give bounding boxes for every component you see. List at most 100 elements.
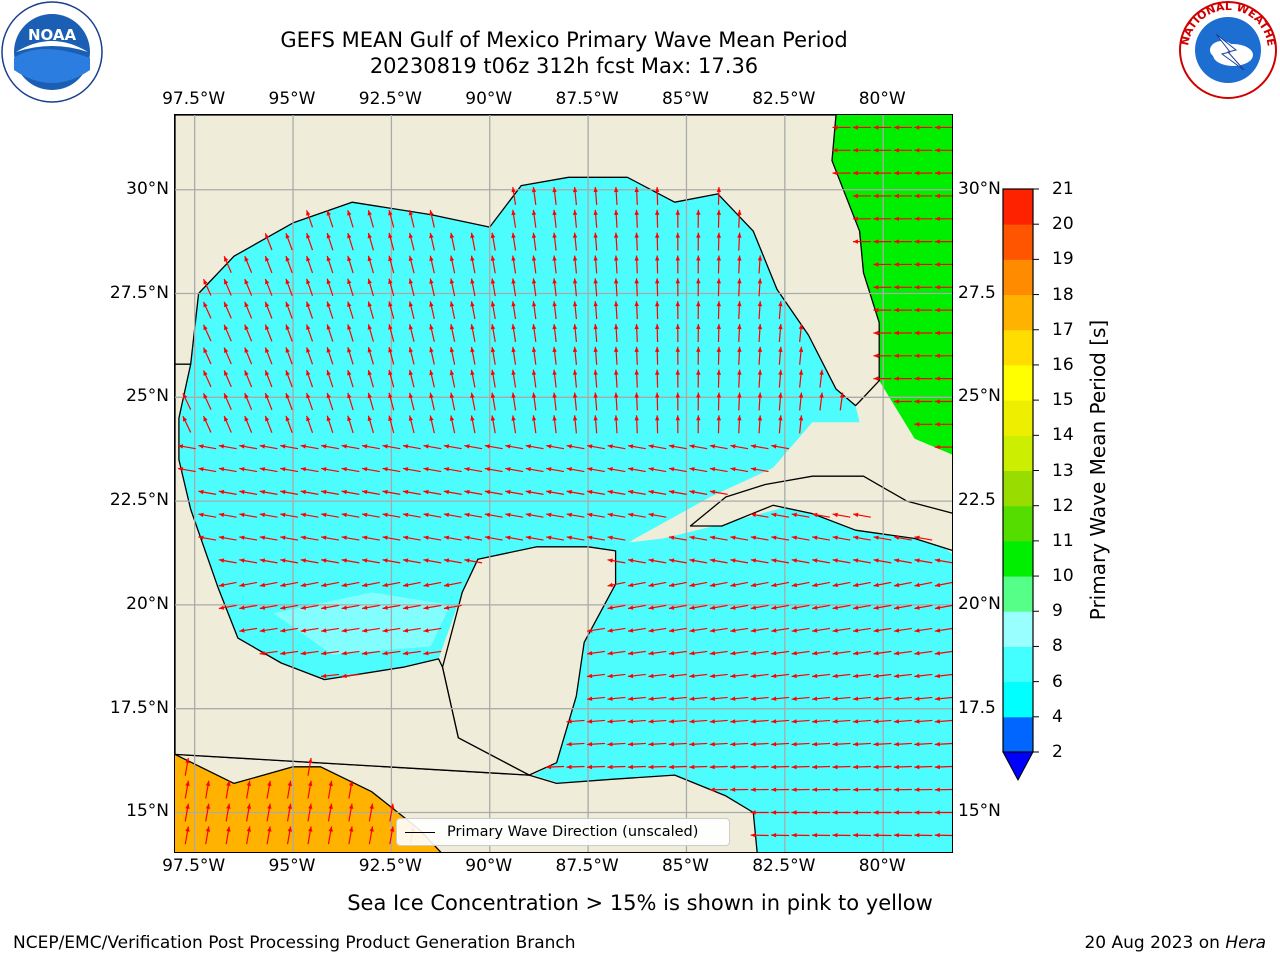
wave-arrow: [552, 346, 557, 365]
wave-arrow: [531, 278, 537, 297]
wave-arrow: [914, 125, 933, 130]
wave-arrow: [914, 148, 933, 153]
wave-arrow: [449, 301, 456, 320]
wave-arrow: [429, 324, 435, 342]
lat-tick-label-right: 30°N: [958, 178, 1001, 199]
wave-arrow: [893, 742, 912, 747]
wave-arrow: [778, 415, 783, 434]
wave-arrow: [893, 558, 912, 564]
wave-arrow: [184, 826, 190, 845]
wave-arrow: [361, 650, 380, 656]
wave-arrow: [730, 742, 749, 747]
wave-arrow: [587, 535, 605, 541]
wave-arrow: [914, 719, 933, 724]
noaa-logo: NOAA: [1, 1, 103, 103]
wave-arrow: [205, 826, 211, 845]
wave-arrow: [531, 392, 537, 411]
wave-arrow: [361, 558, 380, 564]
wave-arrow: [873, 239, 892, 244]
wave-arrow: [280, 467, 299, 473]
colorbar-under-triangle: [1002, 751, 1034, 782]
wave-arrow: [771, 444, 790, 450]
wave-arrow: [505, 467, 524, 473]
colorbar-segment: [1003, 224, 1033, 260]
wave-arrow: [893, 764, 912, 770]
wave-arrow: [285, 369, 293, 388]
wave-arrow: [367, 209, 374, 228]
wave-arrow: [552, 415, 557, 434]
wave-arrow: [347, 324, 354, 342]
wave-arrow: [798, 415, 804, 434]
wave-arrow: [893, 696, 912, 701]
wave-arrow: [321, 627, 339, 633]
wave-arrow: [203, 415, 212, 433]
wave-arrow: [402, 512, 421, 518]
wave-arrow: [443, 604, 462, 610]
wave-arrow: [832, 719, 851, 724]
wave-arrow: [225, 826, 231, 845]
wave-arrow: [525, 512, 544, 518]
lat-tick-label-left: 15°N: [126, 801, 169, 822]
colorbar-tick-label: 9: [1052, 601, 1063, 622]
wave-arrow: [689, 696, 708, 701]
wave-arrow: [675, 209, 680, 228]
wave-arrow: [893, 535, 912, 541]
wave-arrow: [470, 392, 476, 411]
colorbar-segment: [1003, 259, 1033, 296]
wave-arrow: [675, 323, 680, 342]
wave-arrow: [757, 323, 763, 342]
wave-arrow: [750, 810, 769, 815]
wave-arrow: [668, 650, 687, 656]
wave-arrow: [443, 558, 462, 564]
wave-arrow: [490, 278, 496, 297]
wave-arrow: [223, 347, 232, 365]
wave-arrow: [321, 581, 339, 588]
wave-arrow: [218, 604, 237, 610]
wave-arrow: [730, 467, 749, 473]
colorbar-segment: [1003, 611, 1033, 647]
wave-arrow: [321, 444, 339, 450]
wave-arrow: [347, 210, 354, 228]
wave-arrow: [341, 535, 360, 541]
wave-arrow: [327, 826, 333, 845]
wave-arrow: [203, 278, 212, 296]
wave-arrow: [893, 193, 912, 199]
wave-arrow: [914, 742, 933, 747]
wave-arrow: [546, 467, 565, 473]
wave-arrow: [750, 673, 769, 679]
colorbar-tick-label: 14: [1052, 425, 1074, 446]
wave-arrow: [893, 581, 912, 588]
lon-tick-label-top: 95°W: [268, 89, 316, 109]
wave-arrow: [852, 673, 871, 679]
wave-arrow: [750, 444, 769, 450]
wave-arrow: [689, 627, 708, 633]
wave-arrow: [812, 833, 831, 838]
wave-arrow: [696, 346, 701, 365]
wave-arrow: [587, 512, 605, 518]
wave-arrow: [852, 650, 871, 656]
wave-arrow: [244, 347, 253, 365]
wave-arrow: [184, 803, 190, 822]
wave-direction-arrows: [177, 125, 952, 845]
lat-tick-label-left: 30°N: [126, 178, 169, 199]
wave-arrow: [812, 581, 830, 588]
wave-arrow: [716, 301, 721, 320]
wave-arrow: [259, 558, 278, 564]
wave-arrow: [893, 353, 912, 358]
wave-arrow: [716, 415, 721, 434]
wave-arrow: [689, 489, 708, 495]
wave-arrow: [382, 512, 401, 518]
wave-arrow: [552, 392, 557, 411]
wave-arrow: [757, 415, 763, 434]
wave-arrow: [893, 262, 912, 267]
wave-arrow: [873, 285, 892, 290]
wave-arrow: [696, 278, 701, 297]
wave-arrow: [389, 826, 395, 845]
lat-tick-label-right: 20°N: [958, 593, 1001, 614]
wave-arrow: [198, 512, 217, 518]
wave-arrow: [280, 535, 299, 541]
wave-arrow: [361, 581, 380, 588]
wave-arrow: [388, 369, 395, 388]
wave-arrow: [709, 673, 728, 679]
wave-arrow: [177, 444, 196, 450]
